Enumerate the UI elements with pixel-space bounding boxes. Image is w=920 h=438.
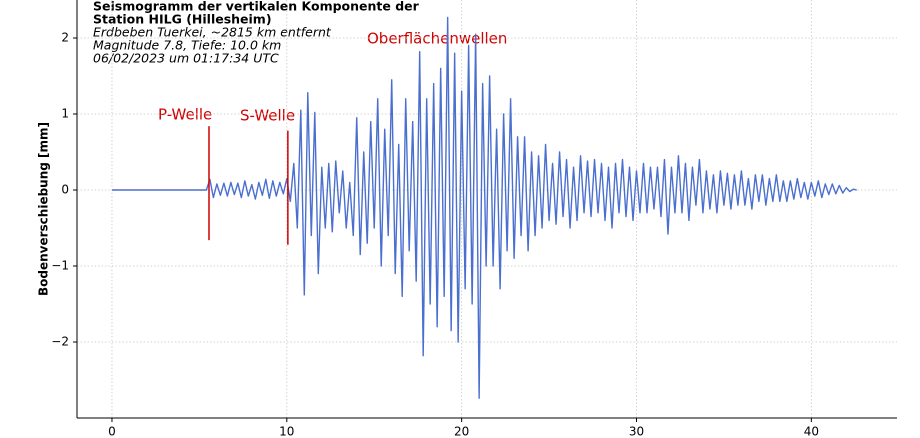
x-tick-label: 30 xyxy=(629,425,644,438)
y-tick-label: 2 xyxy=(61,31,69,45)
chart-subtitle: Erdbeben Tuerkei, ~2815 km entfernt xyxy=(93,25,332,40)
x-tick-label: 10 xyxy=(279,425,294,438)
y-axis-label: Bodenverschiebung [mm] xyxy=(37,122,51,296)
chart-title: Seismogramm der vertikalen Komponente de… xyxy=(93,0,420,14)
chart-title: Station HILG (Hillesheim) xyxy=(93,12,272,27)
annotation: P-Welle xyxy=(158,106,212,124)
y-tick-label: −1 xyxy=(51,259,69,273)
annotation: S-Welle xyxy=(240,107,295,125)
chart-subtitle: 06/02/2023 um 01:17:34 UTC xyxy=(93,51,279,66)
x-tick-label: 0 xyxy=(108,425,116,438)
x-tick-label: 40 xyxy=(804,425,819,438)
annotation: Oberflächenwellen xyxy=(367,30,507,48)
x-tick-label: 20 xyxy=(454,425,469,438)
y-tick-label: 0 xyxy=(61,183,69,197)
y-tick-label: 1 xyxy=(61,107,69,121)
y-tick-label: −2 xyxy=(51,335,69,349)
seismogram-line xyxy=(111,16,857,399)
chart-subtitle: Magnitude 7.8, Tiefe: 10.0 km xyxy=(93,38,281,53)
